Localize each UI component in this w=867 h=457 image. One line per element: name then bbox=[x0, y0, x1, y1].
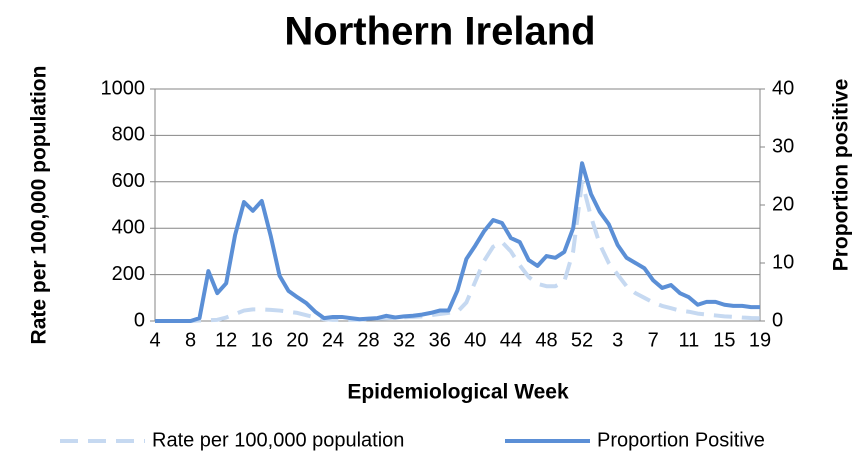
y2-tick-label: 30 bbox=[772, 135, 794, 157]
x-tick-label: 48 bbox=[535, 329, 557, 351]
x-tick-label: 7 bbox=[648, 329, 659, 351]
x-tick-label: 28 bbox=[357, 329, 379, 351]
x-tick-label: 15 bbox=[713, 329, 735, 351]
x-tick-label: 52 bbox=[571, 329, 593, 351]
x-tick-label: 4 bbox=[149, 329, 160, 351]
x-tick-label: 36 bbox=[429, 329, 451, 351]
x-tick-label: 3 bbox=[612, 329, 623, 351]
series-line bbox=[155, 179, 761, 323]
x-tick-label: 19 bbox=[749, 329, 771, 351]
legend-label: Proportion Positive bbox=[597, 429, 765, 451]
y2-tick-label: 0 bbox=[772, 309, 783, 331]
y-tick-label: 200 bbox=[112, 263, 145, 285]
y-axis-label: Rate per 100,000 population bbox=[28, 66, 51, 345]
x-axis-label: Epidemiological Week bbox=[347, 381, 569, 404]
y2-tick-label: 10 bbox=[772, 251, 794, 273]
x-tick-label: 11 bbox=[678, 329, 699, 351]
y-tick-label: 600 bbox=[112, 170, 145, 192]
legend-label: Rate per 100,000 population bbox=[152, 429, 404, 451]
y2-tick-label: 20 bbox=[772, 193, 794, 215]
y-tick-label: 800 bbox=[112, 124, 145, 146]
series-line bbox=[155, 161, 760, 323]
x-tick-label: 40 bbox=[464, 329, 486, 351]
y-tick-label: 400 bbox=[112, 216, 145, 238]
x-tick-label: 16 bbox=[251, 329, 273, 351]
x-tick-label: 12 bbox=[215, 329, 237, 351]
y2-tick-label: 40 bbox=[772, 77, 794, 99]
x-tick-label: 32 bbox=[393, 329, 415, 351]
x-tick-label: 20 bbox=[286, 329, 308, 351]
x-tick-label: 24 bbox=[322, 329, 344, 351]
y2-axis-label: Proportion positive bbox=[830, 79, 853, 272]
x-tick-label: 8 bbox=[185, 329, 196, 351]
x-tick-label: 44 bbox=[500, 329, 522, 351]
y-tick-label: 1000 bbox=[101, 77, 146, 99]
y-tick-label: 0 bbox=[134, 309, 145, 331]
chart-title: Northern Ireland bbox=[284, 10, 595, 54]
